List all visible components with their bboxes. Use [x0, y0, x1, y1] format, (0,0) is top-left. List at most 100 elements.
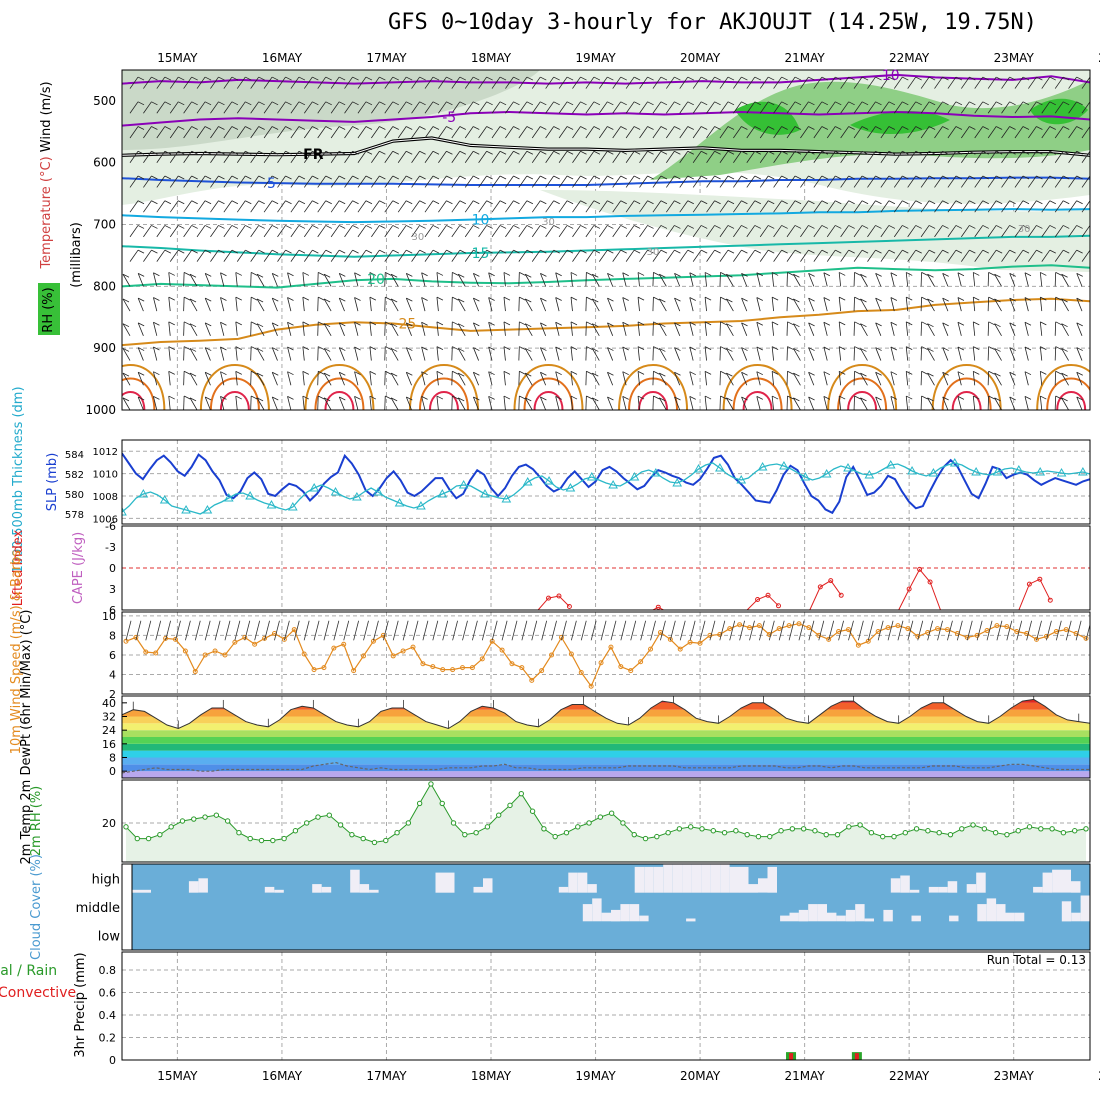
wind-barb — [666, 126, 675, 139]
wind-barb-flag — [446, 150, 453, 155]
wind-barb — [464, 225, 474, 238]
wind-barb-flag — [519, 296, 526, 301]
wind-barb — [397, 76, 407, 89]
wind-barb-flag — [151, 225, 158, 229]
wind-barb — [692, 151, 702, 163]
wind-barb — [689, 272, 694, 287]
wind-barb — [960, 249, 970, 262]
wind-barb — [867, 101, 876, 114]
wind-barb — [679, 151, 689, 163]
wind-barb-flag — [955, 150, 963, 155]
wind-barb-10m — [541, 620, 548, 641]
wind-barb — [920, 101, 930, 114]
thickness-axis-title-part: 1000-500mb Thickness (dm) — [11, 386, 26, 573]
wind-barb-flag — [354, 321, 361, 326]
wind-barb-flag — [352, 76, 359, 81]
wind-barb — [692, 249, 702, 262]
wind-barb-flag — [647, 150, 654, 155]
wind-barb-flag — [1063, 175, 1070, 180]
wind-barb-flag — [890, 297, 898, 301]
wind-barb-flag — [218, 126, 225, 130]
wind-barb — [658, 298, 667, 312]
wind-barb-flag — [446, 76, 453, 81]
wind-barb-flag — [860, 397, 867, 402]
pressure-tick-label: 500 — [93, 94, 116, 108]
wind-barb-flag — [921, 321, 928, 326]
wind-barb — [488, 297, 493, 312]
wind-barb — [719, 200, 729, 213]
wind-barb-flag — [385, 370, 392, 375]
wind-barb-flag — [861, 150, 869, 155]
wind-barb-flag — [1061, 323, 1068, 328]
wind-barb — [223, 175, 233, 188]
lifted-index-marker — [556, 593, 562, 599]
wind-barb — [220, 396, 225, 410]
wind-barb-flag — [354, 297, 361, 301]
wind-barb-flag — [727, 175, 735, 180]
wind-barb-flag — [607, 175, 614, 180]
wind-barb — [934, 249, 943, 262]
cloud-background — [132, 864, 1090, 950]
wind-barb — [540, 396, 547, 410]
wind-barb-flag — [787, 272, 794, 276]
wind-barb — [545, 101, 555, 114]
wind-barb-flag — [218, 175, 225, 180]
wind-barb — [987, 76, 997, 89]
wind-barb-flag — [727, 150, 735, 155]
wind-barb — [371, 175, 380, 188]
wind-barb-flag — [839, 395, 846, 400]
wind-barb-flag — [771, 272, 779, 276]
wind-barb — [451, 175, 461, 188]
wind-barb — [786, 76, 796, 89]
wind-barb-flag — [406, 225, 413, 229]
lifted-index-marker — [1026, 581, 1032, 587]
temp-tick-label: 32 — [102, 711, 116, 724]
wind-barb — [719, 175, 729, 188]
wind-barb — [974, 175, 984, 188]
wind-barb-flag — [756, 371, 763, 376]
cloud-level-label: high — [92, 872, 120, 887]
wind-barb — [666, 151, 675, 163]
wind-barb — [704, 297, 707, 312]
panel-frame-li — [121, 525, 1091, 611]
wind-barb — [137, 322, 144, 336]
rh-2m-marker — [157, 831, 163, 838]
wind-speed-marker — [895, 623, 901, 629]
wind-barb — [773, 126, 782, 139]
wind-barb — [189, 397, 198, 410]
wind-barb — [773, 175, 782, 188]
wind-barb-flag — [189, 273, 197, 278]
thickness-marker — [373, 486, 384, 496]
wind-barb-flag — [1009, 273, 1016, 277]
wind-barb-flag — [620, 126, 627, 130]
wind-barb-flag — [1089, 101, 1090, 103]
surface-heat-contour — [122, 377, 156, 410]
thickness-tick-label: 578 — [65, 510, 84, 521]
wind-barb-flag — [540, 322, 547, 327]
wind-barb — [1001, 249, 1010, 262]
wind-barb — [800, 225, 809, 238]
wind-barb — [860, 397, 868, 410]
wind-barb-flag — [781, 150, 788, 155]
wind-barb — [826, 175, 836, 188]
wind-barb — [692, 126, 702, 139]
wind-barb-flag — [1049, 175, 1056, 180]
wind-barb-flag — [258, 175, 265, 180]
wind-barb — [598, 101, 608, 114]
wind-barb-flag — [659, 323, 666, 328]
wind-barb — [129, 249, 139, 262]
wind-barb-flag — [285, 126, 292, 130]
wind-barb-flag — [235, 296, 242, 301]
wind-barb — [823, 346, 828, 361]
wind-barb-flag — [727, 76, 735, 81]
wind-barb-flag — [741, 322, 748, 327]
wind-barb-flag — [741, 200, 748, 205]
wind-barb — [591, 397, 600, 410]
wind-barb-10m — [679, 620, 686, 641]
wind-barb-flag — [848, 175, 855, 180]
wind-barb — [397, 126, 407, 139]
wind-barb-flag — [808, 126, 815, 130]
surface-heat-contour — [219, 391, 250, 410]
wind-barb — [473, 347, 479, 361]
wind-barb — [585, 175, 595, 188]
